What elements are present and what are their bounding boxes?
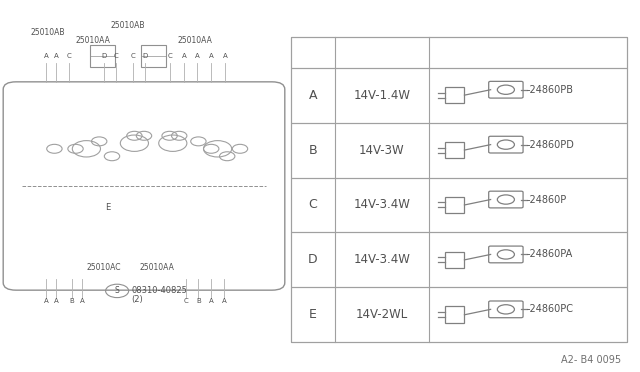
Bar	[291, 68, 627, 123]
Text: E: E	[309, 308, 317, 321]
Text: A: A	[79, 298, 84, 304]
Text: 25010AA: 25010AA	[178, 36, 212, 45]
Text: A: A	[221, 298, 227, 304]
Text: D: D	[308, 253, 318, 266]
Text: 14V-3.4W: 14V-3.4W	[353, 253, 410, 266]
Text: 25010AB: 25010AB	[111, 21, 145, 30]
Text: 25010AB: 25010AB	[31, 28, 65, 37]
Bar	[445, 87, 465, 103]
Text: C: C	[167, 53, 172, 59]
Text: 25010AC: 25010AC	[86, 263, 121, 272]
Text: 25010AA: 25010AA	[76, 36, 110, 45]
Text: -24860PD: -24860PD	[527, 140, 575, 150]
Text: A: A	[182, 53, 187, 59]
Text: B: B	[196, 298, 201, 304]
Text: B: B	[69, 298, 74, 304]
Text: A: A	[209, 298, 214, 304]
Text: A: A	[223, 53, 228, 59]
Bar	[291, 232, 627, 287]
Text: -24860P: -24860P	[527, 195, 567, 205]
Text: A: A	[308, 89, 317, 102]
Text: 14V-1.4W: 14V-1.4W	[353, 89, 410, 102]
Text: A: A	[44, 53, 49, 59]
Text: C: C	[131, 53, 136, 59]
Text: A: A	[195, 53, 200, 59]
Bar	[141, 45, 166, 67]
Bar	[291, 123, 627, 177]
Text: A: A	[44, 298, 49, 304]
Bar	[291, 37, 627, 68]
Text: 14V-3W: 14V-3W	[359, 144, 404, 157]
Text: A: A	[54, 298, 59, 304]
Text: D: D	[102, 53, 107, 59]
Text: S: S	[115, 286, 120, 295]
Text: 14V-3.4W: 14V-3.4W	[353, 199, 410, 211]
Text: A: A	[54, 53, 59, 59]
Text: E: E	[105, 203, 110, 212]
Text: C: C	[114, 53, 119, 59]
Text: 14V-2WL: 14V-2WL	[356, 308, 408, 321]
Text: C: C	[67, 53, 72, 59]
Text: -24860PC: -24860PC	[527, 304, 573, 314]
Text: B: B	[308, 144, 317, 157]
Text: C: C	[183, 298, 188, 304]
Bar	[291, 37, 627, 342]
Text: (2): (2)	[131, 295, 143, 304]
Bar	[445, 307, 465, 323]
Bar	[291, 287, 627, 342]
Text: -24860PA: -24860PA	[527, 250, 573, 259]
Bar	[445, 142, 465, 158]
Text: A2- B4 0095: A2- B4 0095	[561, 355, 621, 365]
Text: -24860PB: -24860PB	[527, 85, 573, 95]
Text: A: A	[209, 53, 214, 59]
Bar	[291, 177, 627, 232]
Text: C: C	[308, 199, 317, 211]
Text: 25010AA: 25010AA	[140, 263, 174, 272]
Text: 08310-40825: 08310-40825	[131, 286, 187, 295]
Text: D: D	[142, 53, 147, 59]
Bar	[90, 45, 115, 67]
Bar	[445, 251, 465, 268]
Bar	[445, 197, 465, 213]
